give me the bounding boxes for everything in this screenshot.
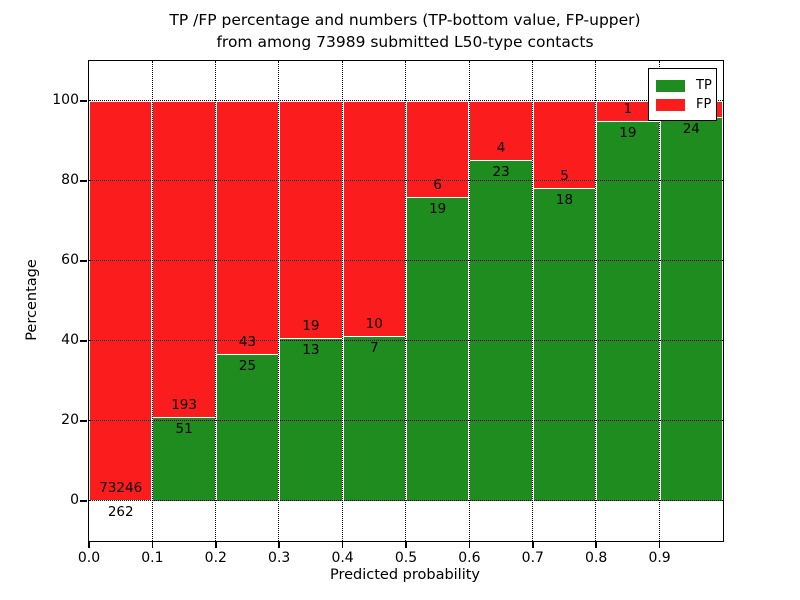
tp-count-label: 25 [238,357,257,374]
horizontal-gridline [89,420,723,422]
y-tick-label: 0 [70,492,79,508]
tp-bar-segment [279,338,343,501]
tp-count-label: 19 [429,201,447,217]
fp-bar-segment [152,101,216,418]
y-tick-label: 60 [61,252,79,268]
vertical-gridline [341,61,343,541]
y-tick-label: 80 [61,172,79,188]
horizontal-gridline [89,180,723,182]
horizontal-gridline [89,260,723,262]
fp-count-label: 193 [171,397,197,414]
y-tick-label: 40 [61,332,79,348]
fp-swatch-icon [656,98,685,111]
tp-count-label: 7 [369,340,379,357]
x-tick-mark [468,541,471,548]
legend-item-fp: FP [656,96,712,113]
fp-bar-segment [279,101,343,339]
tp-count-label: 18 [555,191,574,208]
fp-count-label: 1 [623,101,633,117]
tp-count-label: 23 [492,164,510,181]
legend-item-tp: TP [656,77,712,94]
fp-bar-segment [89,101,153,500]
x-tick-label: 0.0 [77,550,101,566]
fp-bar-segment [532,101,597,188]
fp-count-label: 10 [365,316,383,333]
tp-count-label: 24 [682,121,700,137]
x-tick-mark [658,541,661,548]
y-tick-mark [80,340,88,342]
legend-label-fp: FP [696,97,712,112]
tp-bar-segment [406,197,470,501]
horizontal-gridline [89,100,723,102]
fp-bar-segment [469,101,533,161]
x-tick-label: 0.7 [521,550,544,566]
fp-count-label: 6 [433,177,442,193]
x-tick-mark [405,541,407,548]
x-tick-mark [532,541,534,548]
tp-bar-segment [659,117,723,501]
fp-bar-segment [342,101,406,337]
plot-area: 73246 262 193 51 43 25 19 13 10 7 6 19 4 23 5 18 1 19 24 0.… [52,60,724,566]
chart-title-line2: from among 73989 submitted L50-type cont… [216,33,594,51]
vertical-gridline [658,61,660,541]
tp-count-label: 262 [107,503,134,520]
fp-count-label: 19 [302,318,320,335]
x-tick-label: 0.6 [458,550,481,566]
y-tick-mark [80,180,88,182]
tp-bar-segment [532,187,597,501]
fp-bar-segment [215,101,280,354]
x-tick-label: 0.3 [268,550,291,566]
y-tick-mark [80,260,88,262]
vertical-gridline [151,61,153,541]
x-tick-label: 0.8 [585,550,608,566]
tp-bar-segment [596,121,660,501]
tp-bar-segment [342,336,406,501]
y-tick-mark [80,500,88,502]
x-tick-label: 0.1 [141,550,164,566]
horizontal-gridline [89,340,723,342]
tp-bar-segment [469,160,533,501]
tp-bar-segment [152,417,216,501]
x-tick-mark [278,541,280,548]
vertical-gridline [215,61,216,541]
horizontal-gridline [89,500,723,502]
tp-count-label: 19 [619,125,637,141]
x-tick-mark [595,541,597,548]
x-axis-label: Predicted probability [329,567,481,583]
vertical-gridline [468,61,470,541]
fp-count-label: 73246 [99,479,143,496]
y-tick-label: 100 [52,92,79,108]
vertical-gridline [405,61,407,541]
x-tick-mark [341,541,344,548]
x-tick-label: 0.2 [204,550,227,566]
x-tick-mark [88,541,90,548]
tp-swatch-icon [656,79,685,92]
y-tick-mark [80,100,88,102]
chart-title: TP /FP percentage and numbers (TP-bottom… [88,9,722,53]
tp-count-label: 51 [175,421,193,438]
fp-count-label: 4 [496,140,506,157]
legend-label-tp: TP [696,78,712,93]
fp-count-label: 43 [238,333,257,350]
fp-count-label: 5 [560,167,569,184]
x-tick-mark [215,541,217,548]
tp-count-label: 13 [302,342,320,359]
vertical-gridline [532,61,533,541]
x-tick-label: 0.9 [648,550,671,566]
legend: TP FP [648,68,717,121]
vertical-gridline [278,61,280,541]
y-axis-label: Percentage [24,259,40,341]
x-tick-mark [151,541,154,548]
x-tick-label: 0.5 [394,550,418,566]
x-tick-label: 0.4 [331,550,354,566]
vertical-gridline [595,61,597,541]
y-tick-label: 20 [61,412,79,428]
y-tick-mark [80,420,88,422]
chart-title-line1: TP /FP percentage and numbers (TP-bottom… [169,11,641,29]
